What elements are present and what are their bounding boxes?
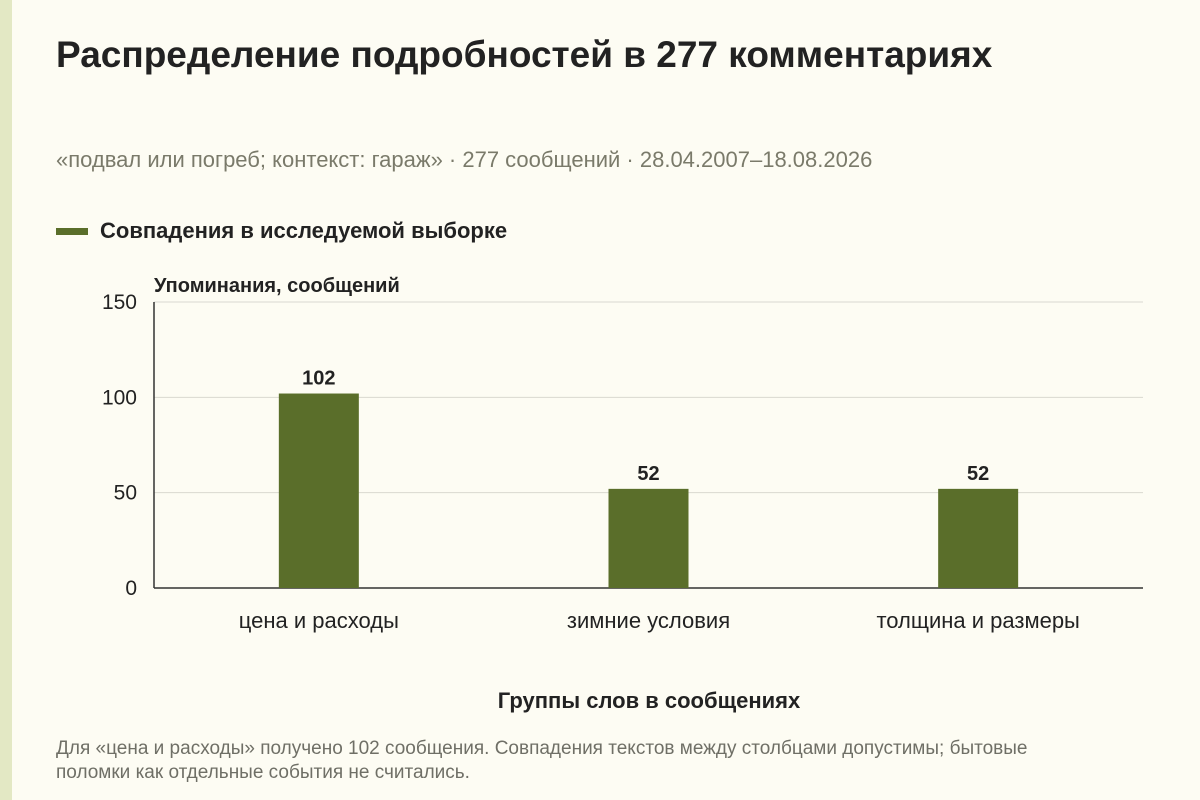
bar-value-label: 52 — [967, 463, 989, 485]
bar — [938, 488, 1019, 588]
y-axis-label: Упоминания, сообщений — [154, 275, 400, 297]
x-tick-label: цена и расходы — [239, 608, 399, 633]
chart-footnote: Для «цена и расходы» получено 102 сообще… — [56, 738, 1028, 783]
chart-subtitle: «подвал или погреб; контекст: гараж» · 2… — [56, 147, 873, 172]
y-tick-label: 0 — [125, 577, 137, 600]
bar — [278, 393, 359, 588]
page-title: Распределение подробностей в 277 коммент… — [56, 34, 993, 75]
left-accent-stripe — [0, 0, 12, 800]
bar-value-label: 52 — [637, 463, 659, 485]
bar — [608, 488, 689, 588]
bar-value-label: 102 — [302, 368, 335, 390]
y-tick-label: 100 — [102, 386, 137, 409]
x-axis-label: Группы слов в сообщениях — [498, 688, 801, 713]
x-tick-label: зимние условия — [567, 608, 730, 633]
chart-legend: Совпадения в исследуемой выборке — [56, 218, 507, 244]
legend-label: Совпадения в исследуемой выборке — [100, 218, 508, 243]
y-tick-label: 150 — [102, 291, 137, 314]
x-tick-label: толщина и размеры — [876, 608, 1079, 633]
y-tick-label: 50 — [114, 482, 137, 505]
legend-swatch — [56, 227, 88, 235]
